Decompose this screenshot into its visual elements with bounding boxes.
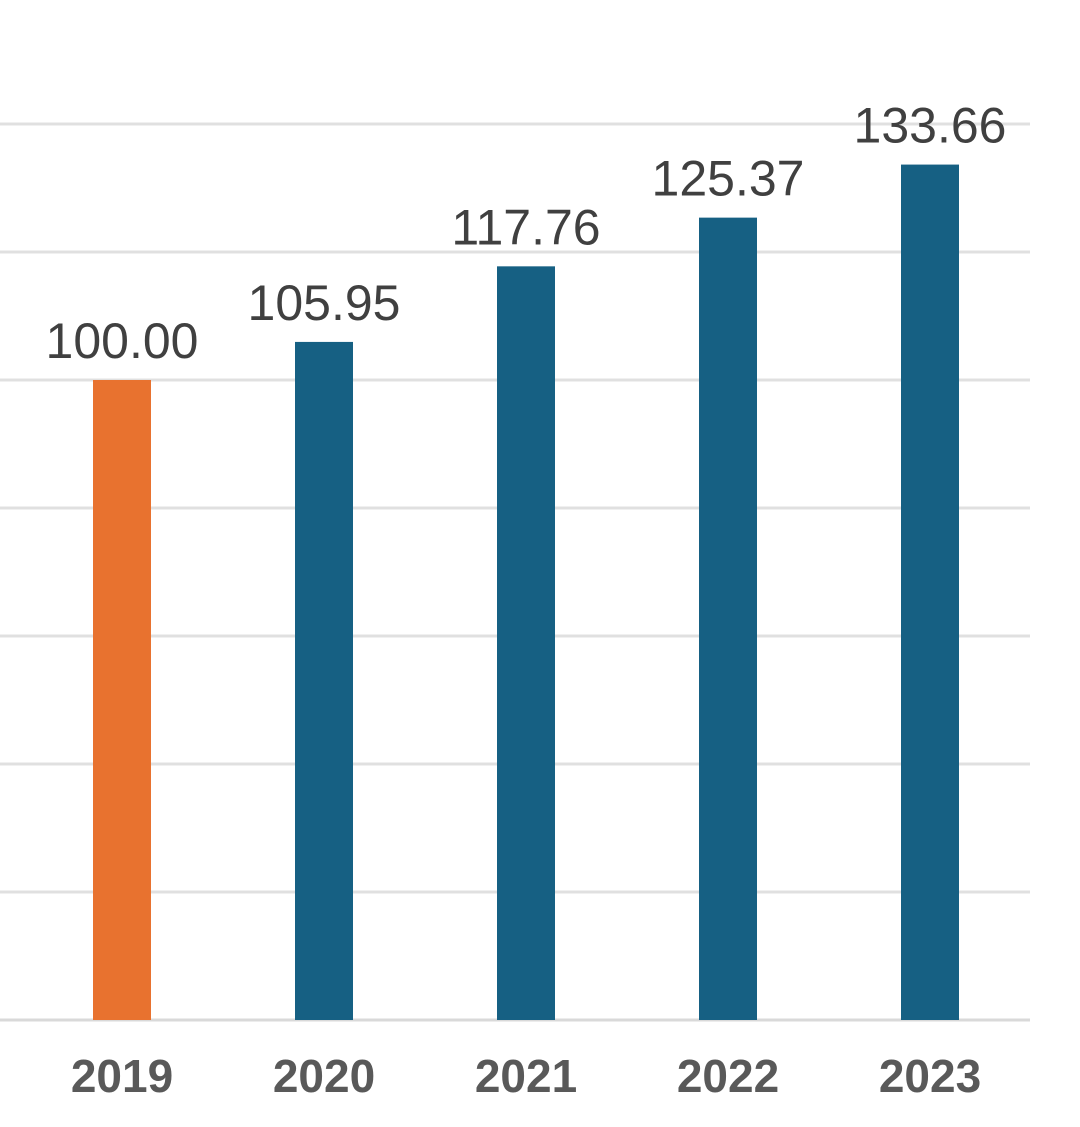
x-tick-2022: 2022 <box>677 1050 779 1102</box>
x-tick-2020: 2020 <box>273 1050 375 1102</box>
bar-2021 <box>497 266 555 1020</box>
value-label-2019: 100.00 <box>46 313 199 369</box>
x-tick-2019: 2019 <box>71 1050 173 1102</box>
bar-2022 <box>699 217 757 1020</box>
value-label-2023: 133.66 <box>854 98 1007 154</box>
bar-2019 <box>93 380 151 1020</box>
bar-2023 <box>901 164 959 1021</box>
x-tick-2021: 2021 <box>475 1050 577 1102</box>
value-label-2020: 105.95 <box>248 275 401 331</box>
x-tick-2023: 2023 <box>879 1050 981 1102</box>
x-axis-ticks: 2019 2020 2021 2022 2023 <box>71 1050 981 1102</box>
value-label-2021: 117.76 <box>451 199 600 255</box>
value-label-2022: 125.37 <box>652 151 805 207</box>
bars <box>93 164 959 1021</box>
bar-2020 <box>295 341 353 1020</box>
value-labels: 100.00 105.95 117.76 125.37 133.66 <box>46 98 1007 369</box>
